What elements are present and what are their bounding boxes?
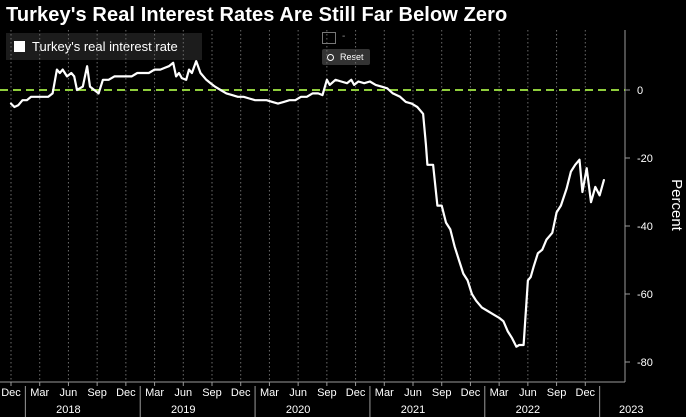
tool-menu-icon[interactable]: - <box>342 31 346 42</box>
x-tick-label: Mar <box>145 387 164 399</box>
y-tick-label: -60 <box>637 289 653 301</box>
x-year-label: 2023 <box>619 404 643 416</box>
x-tick-label: Jun <box>289 387 307 399</box>
reset-label: Reset <box>340 52 364 62</box>
x-tick-label: Dec <box>346 387 366 399</box>
x-year-label: 2020 <box>286 404 310 416</box>
x-tick-label: Sep <box>432 387 452 399</box>
x-tick-label: Jun <box>174 387 192 399</box>
x-year-label: 2018 <box>56 404 80 416</box>
x-tick-label: Dec <box>231 387 251 399</box>
x-tick-label: Sep <box>87 387 107 399</box>
x-tick-label: Jun <box>404 387 422 399</box>
chart-type-icon[interactable] <box>322 32 336 44</box>
reset-icon <box>327 53 334 61</box>
y-tick-label: -20 <box>637 153 653 165</box>
x-tick-label: Sep <box>547 387 567 399</box>
chart-title: Turkey's Real Interest Rates Are Still F… <box>6 4 508 26</box>
x-tick-label: Jun <box>60 387 78 399</box>
x-tick-label: Mar <box>260 387 279 399</box>
y-tick-label: -80 <box>637 357 653 369</box>
y-tick-label: -40 <box>637 221 653 233</box>
x-tick-label: Sep <box>317 387 337 399</box>
y-tick-label: 0 <box>637 85 643 97</box>
x-tick-label: Mar <box>490 387 509 399</box>
y-axis-label: Percent <box>668 179 685 232</box>
x-year-label: 2019 <box>171 404 195 416</box>
x-tick-label: Dec <box>116 387 136 399</box>
x-tick-label: Sep <box>202 387 222 399</box>
reset-button[interactable]: Reset <box>322 49 370 65</box>
x-year-label: 2021 <box>401 404 425 416</box>
x-tick-label: Dec <box>1 387 21 399</box>
x-tick-label: Dec <box>576 387 596 399</box>
x-tick-label: Jun <box>519 387 537 399</box>
x-tick-label: Mar <box>30 387 49 399</box>
x-tick-label: Dec <box>461 387 481 399</box>
x-year-label: 2022 <box>516 404 540 416</box>
series-line <box>9 60 605 348</box>
legend-swatch <box>14 41 25 52</box>
x-tick-label: Mar <box>375 387 394 399</box>
